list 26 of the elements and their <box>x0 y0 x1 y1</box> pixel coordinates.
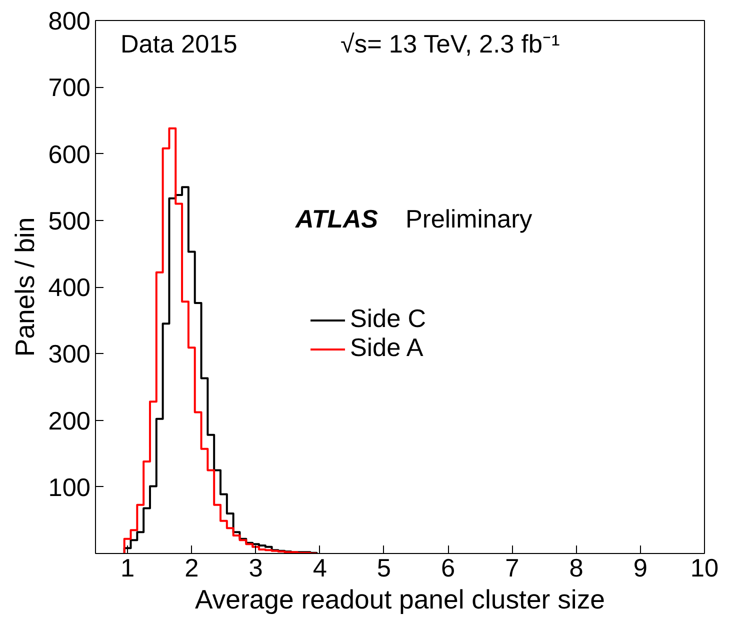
y-axis-title: Panels / bin <box>10 217 40 357</box>
y-tick-label: 700 <box>48 74 91 102</box>
y-tick-label: 300 <box>48 340 91 369</box>
x-tick-label: 8 <box>569 554 584 582</box>
x-tick-label: 4 <box>312 554 327 582</box>
x-tick-label: 7 <box>505 554 520 582</box>
legend-label: Side A <box>350 334 424 363</box>
annotation: Preliminary <box>406 206 532 234</box>
annotation: Data 2015 <box>120 30 238 58</box>
y-tick-label: 600 <box>48 140 91 169</box>
annotation: ATLAS <box>294 206 378 234</box>
x-tick-label: 5 <box>376 554 392 582</box>
annotation: √s= 13 TeV, 2.3 fb⁻¹ <box>340 30 560 58</box>
x-tick-label: 1 <box>120 554 135 582</box>
y-tick-label: 100 <box>48 474 91 502</box>
legend-label: Side C <box>350 305 426 334</box>
x-tick-label: 2 <box>184 554 199 582</box>
y-tick-label: 500 <box>48 207 91 236</box>
x-tick-label: 10 <box>690 554 719 582</box>
x-tick-label: 9 <box>633 554 648 582</box>
y-tick-label: 200 <box>48 407 91 436</box>
x-axis-title: Average readout panel cluster size <box>195 584 605 614</box>
y-tick-label: 800 <box>48 8 91 36</box>
x-tick-label: 6 <box>441 554 456 582</box>
y-tick-label: 400 <box>48 274 91 302</box>
x-tick-label: 3 <box>248 554 263 582</box>
